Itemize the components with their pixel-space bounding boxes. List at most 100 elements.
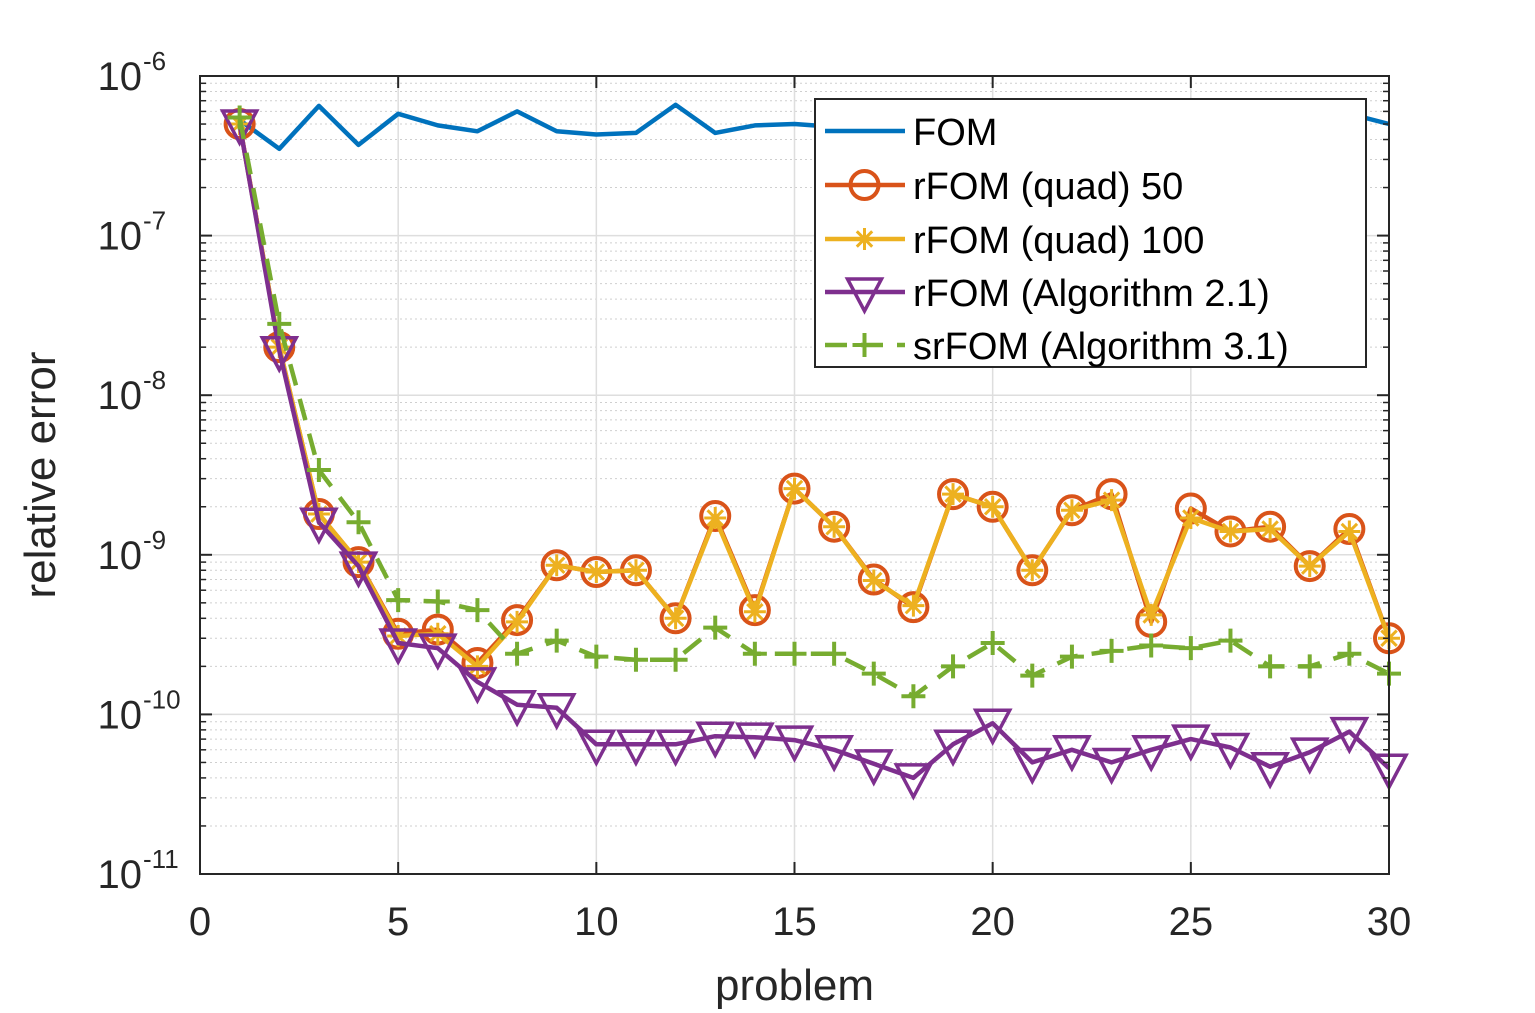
data-point [1052,735,1092,773]
data-point [1297,654,1322,679]
plus-marker [386,588,411,613]
data-point [1179,507,1202,530]
data-point [1254,510,1287,543]
asterisk-marker [981,495,1004,518]
x-tick-labels: 0 5 10 15 20 25 30 [189,900,1411,944]
data-point [466,655,489,678]
y-tick-label: 10 -9 [98,525,167,578]
asterisk-marker [545,554,568,577]
legend-entry: rFOM (quad) 50 [825,166,1183,208]
triangle-marker [616,729,656,767]
asterisk-marker [1021,559,1044,582]
legend-box [814,98,1367,368]
triangle-marker [734,722,775,760]
asterisk-marker [862,569,885,592]
plus-marker [901,684,926,709]
triangle-marker [814,735,855,773]
triangle-marker [1091,747,1132,786]
plus-marker [1099,638,1124,663]
x-tick-label: 15 [772,900,817,944]
plus-marker [1258,654,1283,679]
plus-marker [1337,641,1362,666]
data-point [980,631,1005,656]
data-point [1059,644,1084,669]
plus-marker [782,641,807,666]
triangle-marker [1210,732,1251,771]
data-point [1259,518,1282,541]
y-tick-label: 10 -10 [98,684,181,737]
x-tick-label: 25 [1169,900,1214,944]
data-point [853,749,894,787]
triangle-marker [972,708,1013,746]
data-point [1258,654,1283,679]
axis-ticks [199,75,1390,875]
x-tick-label: 10 [574,900,619,944]
asterisk-marker [902,594,925,617]
plus-marker [1218,628,1243,653]
data-point [346,510,371,535]
data-point [818,510,851,543]
asterisk-marker [1259,518,1282,541]
y-tick-label-base: 10 [98,693,143,737]
data-point [1021,559,1044,582]
data-point [386,588,411,613]
data-point [1091,747,1132,786]
legend: FOM rFOM (quad) 50 rFOM (quad) 100 rFOM (Al… [814,98,1367,368]
data-point [267,311,292,336]
data-point [1060,499,1083,522]
triangle-marker [1052,735,1092,773]
asterisk-marker [466,655,489,678]
circle-marker [1254,510,1287,543]
triangle-marker [417,633,458,671]
plus-marker [227,105,252,130]
circle-marker [897,591,930,624]
data-point [902,594,925,617]
asterisk-marker [704,507,727,530]
triangle-marker [1170,724,1211,762]
plus-marker [703,615,728,640]
data-point [1210,732,1251,771]
plus-marker [852,333,877,357]
data-point [1293,550,1326,583]
circle-marker [659,602,692,635]
circle-marker [501,604,534,637]
data-point [695,721,736,759]
y-tick-label-base: 10 [98,534,143,578]
plus-marker [505,641,530,666]
triangle-marker [853,749,894,787]
data-point [814,735,855,773]
data-point [822,641,847,666]
data-point [655,729,696,767]
y-tick-label-exponent: -11 [143,844,179,874]
triangle-marker [774,725,815,763]
circle-marker [1055,494,1088,527]
triangle-marker [298,507,339,545]
data-point [227,105,252,130]
data-point [774,725,815,763]
plus-marker [663,647,688,672]
data-point [536,693,577,731]
data-point [1219,520,1242,543]
x-tick-label: 30 [1367,900,1412,944]
plus-marker [267,311,292,336]
circle-marker [540,549,573,582]
data-point [259,335,300,374]
data-point [937,478,970,511]
asterisk-marker [1298,555,1321,578]
legend-entry: FOM [825,112,997,154]
y-tick-label-exponent: -7 [143,206,166,236]
series-line [237,123,1391,781]
plus-marker [742,641,767,666]
y-tick-label: 10 -8 [98,365,167,418]
y-tick-label-exponent: -6 [143,46,166,76]
y-tick-label-base: 10 [98,55,143,99]
plus-marker [980,631,1005,656]
triangle-marker [536,693,577,731]
data-point [506,610,529,633]
x-tick-label: 5 [387,900,409,944]
asterisk-marker [942,483,965,506]
data-point [783,477,806,500]
asterisk-marker [506,610,529,633]
data-point [942,483,965,506]
y-tick-label-exponent: -9 [143,525,166,555]
